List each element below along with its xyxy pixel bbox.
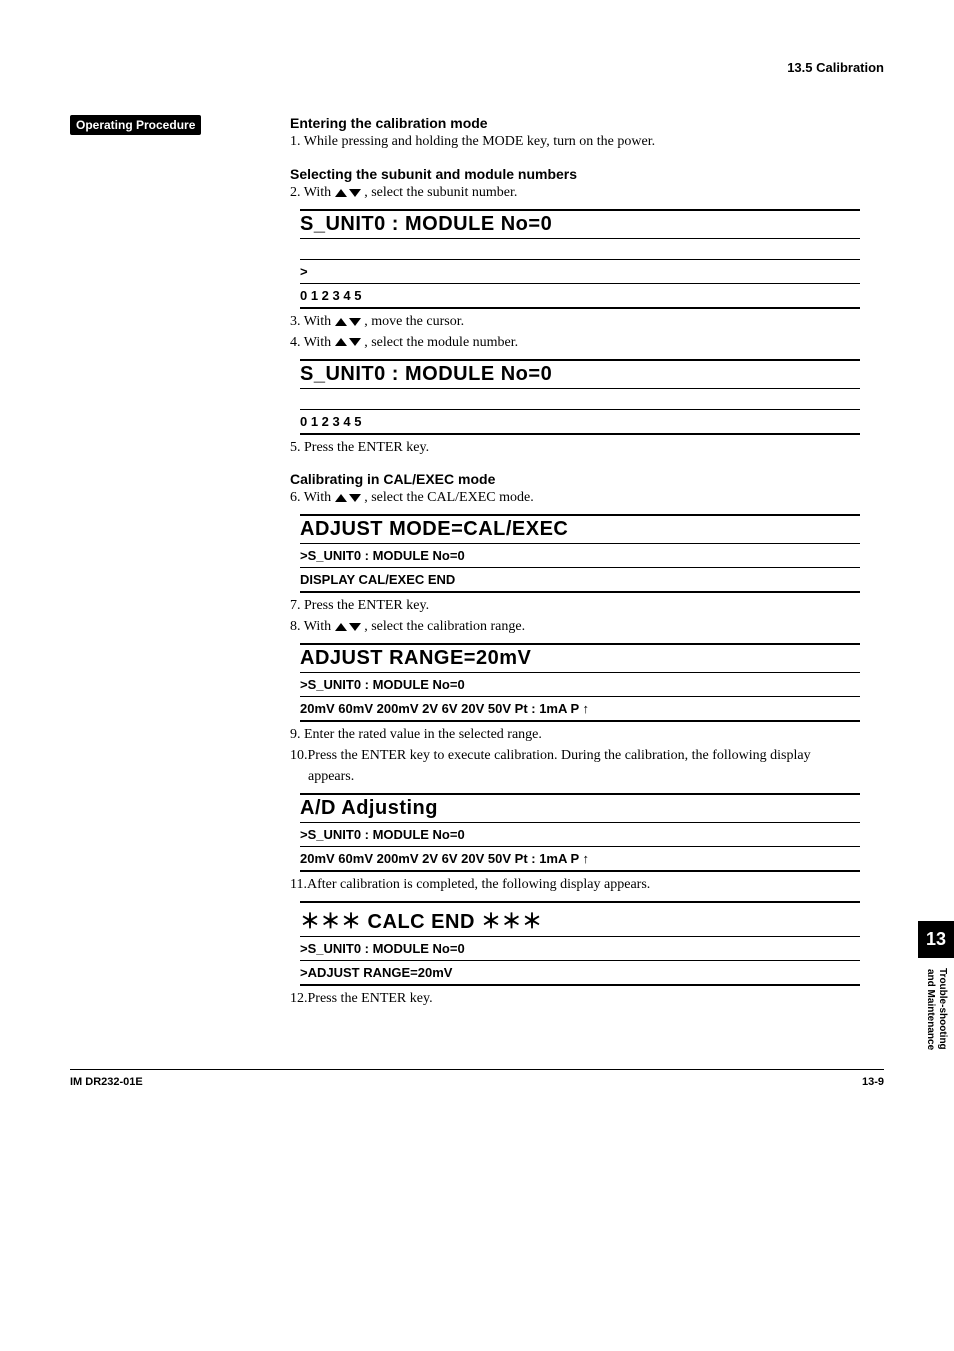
step-4-pre: 4. With — [290, 335, 335, 350]
section-title-selecting: Selecting the subunit and module numbers — [290, 166, 884, 182]
step-9: 9. Enter the rated value in the selected… — [290, 726, 884, 745]
lcd1-bottom: 0 1 2 3 4 5 — [300, 284, 860, 309]
operating-procedure-badge: Operating Procedure — [70, 115, 201, 135]
footer-right: 13-9 — [862, 1076, 884, 1088]
up-down-icon — [335, 623, 361, 631]
step-4: 4. With , select the module number. — [290, 334, 884, 353]
lcd3-bottom: DISPLAY CAL/EXEC END — [300, 568, 860, 593]
side-text-2: and Maintenance — [925, 969, 936, 1050]
lcd3-title: ADJUST MODE=CAL/EXEC — [300, 514, 860, 544]
lcd-display-2: S_UNIT0 : MODULE No=0 0 1 2 3 4 5 — [300, 359, 860, 435]
main-content: Entering the calibration mode 1. While p… — [290, 115, 884, 1009]
lcd2-title: S_UNIT0 : MODULE No=0 — [300, 359, 860, 389]
page-footer: IM DR232-01E 13-9 — [70, 1069, 884, 1088]
chapter-number: 13 — [918, 921, 954, 958]
step-8: 8. With , select the calibration range. — [290, 618, 884, 637]
step-4-post: , select the module number. — [364, 335, 518, 350]
step-7: 7. Press the ENTER key. — [290, 597, 884, 616]
lcd4-title: ADJUST RANGE=20mV — [300, 643, 860, 673]
lcd1-title: S_UNIT0 : MODULE No=0 — [300, 209, 860, 239]
step-8-pre: 8. With — [290, 619, 335, 634]
lcd1-mid: > — [300, 260, 860, 284]
lcd6-mid: >S_UNIT0 : MODULE No=0 — [300, 937, 860, 961]
step-11: 11.After calibration is completed, the f… — [290, 876, 884, 895]
up-down-icon — [335, 318, 361, 326]
lcd2-bottom: 0 1 2 3 4 5 — [300, 410, 860, 435]
side-tab: 13 Trouble-shooting and Maintenance — [918, 921, 954, 1050]
step-3-pre: 3. With — [290, 314, 335, 329]
lcd-display-6: ＊＊＊ CALC END ＊＊＊ >S_UNIT0 : MODULE No=0 … — [300, 901, 860, 986]
lcd2-blank — [300, 389, 860, 410]
footer-left: IM DR232-01E — [70, 1076, 143, 1088]
page-header: 13.5 Calibration — [70, 60, 884, 75]
lcd5-mid: >S_UNIT0 : MODULE No=0 — [300, 823, 860, 847]
section-title-entering: Entering the calibration mode — [290, 115, 884, 131]
lcd6-title: ＊＊＊ CALC END ＊＊＊ — [300, 901, 860, 937]
side-text-1: Trouble-shooting — [937, 968, 948, 1050]
up-down-icon — [335, 338, 361, 346]
up-down-icon — [335, 494, 361, 502]
step-10b: appears. — [308, 768, 884, 787]
lcd-display-3: ADJUST MODE=CAL/EXEC >S_UNIT0 : MODULE N… — [300, 514, 860, 593]
step-12: 12.Press the ENTER key. — [290, 990, 884, 1009]
lcd1-blank — [300, 239, 860, 260]
step-10a: 10.Press the ENTER key to execute calibr… — [290, 747, 884, 766]
lcd4-mid: >S_UNIT0 : MODULE No=0 — [300, 673, 860, 697]
lcd4-bottom: 20mV 60mV 200mV 2V 6V 20V 50V Pt : 1mA P… — [300, 697, 860, 722]
lcd-display-5: A/D Adjusting >S_UNIT0 : MODULE No=0 20m… — [300, 793, 860, 872]
lcd5-title: A/D Adjusting — [300, 793, 860, 823]
step-2-post: , select the subunit number. — [364, 185, 517, 200]
step-2-pre: 2. With — [290, 185, 335, 200]
step-1: 1. While pressing and holding the MODE k… — [290, 133, 884, 152]
step-3: 3. With , move the cursor. — [290, 313, 884, 332]
section-title-calibrating: Calibrating in CAL/EXEC mode — [290, 471, 884, 487]
up-down-icon — [335, 189, 361, 197]
step-5: 5. Press the ENTER key. — [290, 439, 884, 458]
chapter-label: Trouble-shooting and Maintenance — [924, 968, 948, 1050]
lcd6-bottom: >ADJUST RANGE=20mV — [300, 961, 860, 986]
step-6: 6. With , select the CAL/EXEC mode. — [290, 489, 884, 508]
step-8-post: , select the calibration range. — [364, 619, 525, 634]
step-6-post: , select the CAL/EXEC mode. — [364, 490, 534, 505]
step-2: 2. With , select the subunit number. — [290, 184, 884, 203]
step-3-post: , move the cursor. — [364, 314, 464, 329]
step-6-pre: 6. With — [290, 490, 335, 505]
lcd5-bottom: 20mV 60mV 200mV 2V 6V 20V 50V Pt : 1mA P… — [300, 847, 860, 872]
lcd-display-4: ADJUST RANGE=20mV >S_UNIT0 : MODULE No=0… — [300, 643, 860, 722]
lcd-display-1: S_UNIT0 : MODULE No=0 > 0 1 2 3 4 5 — [300, 209, 860, 309]
lcd3-mid: >S_UNIT0 : MODULE No=0 — [300, 544, 860, 568]
